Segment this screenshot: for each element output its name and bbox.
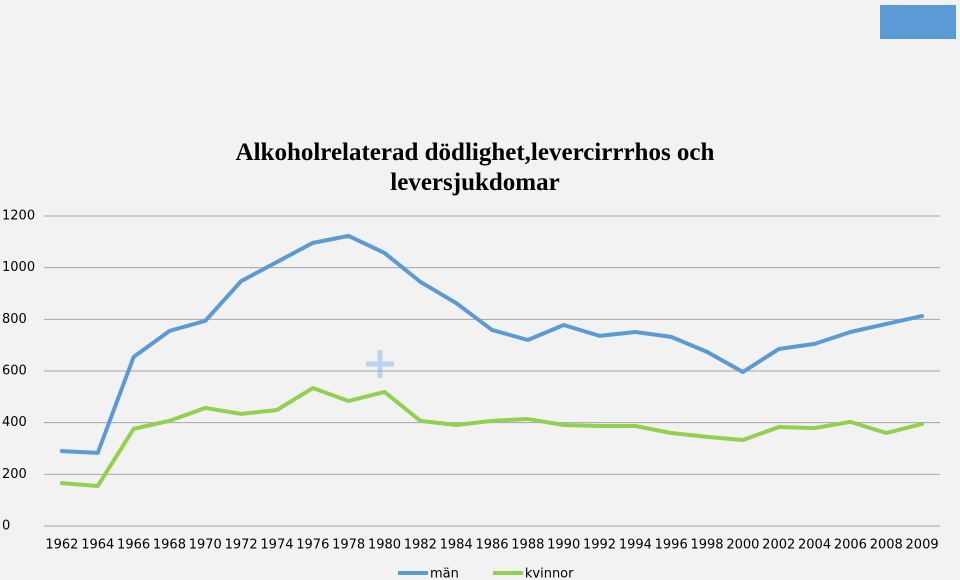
x-tick-label: 1986 — [475, 538, 508, 553]
x-tick-label: 1980 — [368, 538, 401, 553]
x-tick-label: 1968 — [153, 538, 186, 553]
x-tick-label: 1992 — [583, 538, 616, 553]
x-tick-label: 2009 — [906, 538, 939, 553]
y-tick-label: 1200 — [2, 209, 35, 224]
x-tick-label: 2002 — [762, 538, 795, 553]
y-tick-label: 800 — [2, 312, 27, 327]
legend-label: kvinnor — [525, 567, 574, 580]
line-series — [59, 386, 925, 488]
x-tick-label: 1998 — [690, 538, 723, 553]
x-tick-label: 1966 — [117, 538, 150, 553]
x-tick-label: 1972 — [225, 538, 258, 553]
y-tick-label: 200 — [2, 467, 27, 482]
y-tick-label: 0 — [2, 519, 10, 534]
line-series — [59, 233, 925, 455]
legend-label: män — [430, 567, 459, 580]
x-tick-label: 2000 — [726, 538, 759, 553]
x-tick-label: 1970 — [189, 538, 222, 553]
x-tick-label: 1976 — [296, 538, 329, 553]
plus-decoration — [366, 350, 394, 378]
x-tick-label: 1964 — [81, 538, 114, 553]
corner-decoration — [880, 5, 956, 39]
x-tick-label: 1962 — [45, 538, 78, 553]
x-tick-label: 1984 — [440, 538, 473, 553]
x-tick-label: 1994 — [619, 538, 652, 553]
x-tick-label: 1988 — [511, 538, 544, 553]
x-tick-label: 1982 — [404, 538, 437, 553]
chart-title: Alkoholrelaterad dödlighet,levercirrrhos… — [235, 139, 715, 196]
x-tick-label: 1996 — [655, 538, 688, 553]
x-tick-label: 2004 — [798, 538, 831, 553]
x-tick-label: 2008 — [870, 538, 903, 553]
x-tick-label: 2006 — [834, 538, 867, 553]
x-tick-label: 1990 — [547, 538, 580, 553]
y-tick-label: 600 — [2, 364, 27, 379]
x-tick-label: 1978 — [332, 538, 365, 553]
y-tick-label: 1000 — [2, 260, 35, 275]
y-tick-label: 400 — [2, 415, 27, 430]
x-tick-label: 1974 — [260, 538, 293, 553]
